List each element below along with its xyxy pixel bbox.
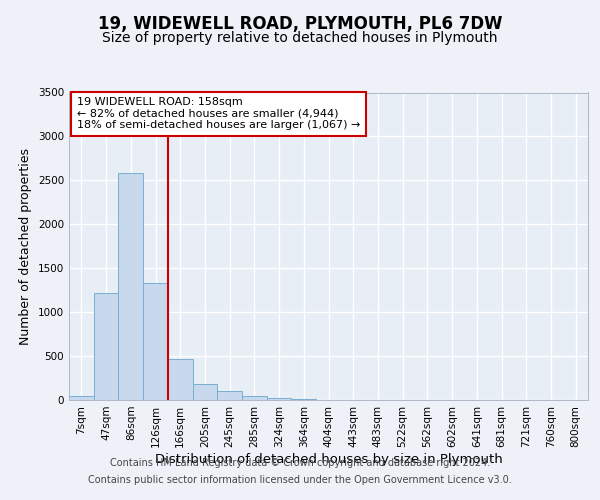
X-axis label: Distribution of detached houses by size in Plymouth: Distribution of detached houses by size … xyxy=(155,452,502,466)
Text: Contains HM Land Registry data © Crown copyright and database right 2024.: Contains HM Land Registry data © Crown c… xyxy=(110,458,490,468)
Bar xyxy=(118,174,143,400)
Text: Contains public sector information licensed under the Open Government Licence v3: Contains public sector information licen… xyxy=(88,475,512,485)
Y-axis label: Number of detached properties: Number of detached properties xyxy=(19,148,32,345)
Bar xyxy=(217,391,242,400)
Text: 19, WIDEWELL ROAD, PLYMOUTH, PL6 7DW: 19, WIDEWELL ROAD, PLYMOUTH, PL6 7DW xyxy=(98,15,502,33)
Bar xyxy=(193,384,217,400)
Text: Size of property relative to detached houses in Plymouth: Size of property relative to detached ho… xyxy=(102,31,498,45)
Bar xyxy=(168,358,193,400)
Bar xyxy=(267,398,292,400)
Bar xyxy=(94,293,118,400)
Bar xyxy=(143,283,168,400)
Bar xyxy=(292,399,316,400)
Text: 19 WIDEWELL ROAD: 158sqm
← 82% of detached houses are smaller (4,944)
18% of sem: 19 WIDEWELL ROAD: 158sqm ← 82% of detach… xyxy=(77,97,360,130)
Bar xyxy=(69,396,94,400)
Bar xyxy=(242,396,267,400)
